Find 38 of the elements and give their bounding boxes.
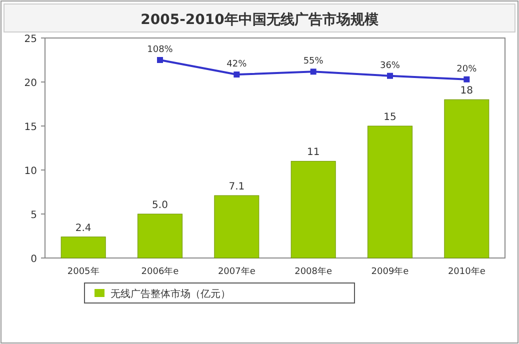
y-tick-label: 0 [30, 254, 37, 265]
data-label: 18 [460, 86, 474, 97]
y-tick-label: 15 [24, 122, 37, 133]
point [464, 76, 470, 82]
plot: 0 5 10 15 20 25 2005年 2006年e 2007年e 2008年e 2009年e 2010年e 2.4 5.0 7.1 11 15 18 108% 42% 55% 36% 20% [24, 34, 506, 277]
y-tick-label: 25 [24, 34, 37, 45]
legend-label: 无线广告整体市场（亿元） [110, 288, 230, 300]
y-tick-label: 10 [24, 166, 37, 177]
bar [60, 236, 106, 258]
data-label: 7.1 [228, 182, 245, 193]
bar [214, 195, 260, 258]
x-tick-label: 2008年e [294, 266, 333, 277]
x-tick-label: 2010年e [448, 266, 486, 277]
point [310, 68, 316, 75]
data-label: 2.4 [75, 222, 92, 234]
x-tick-label: 2006年e [141, 266, 180, 277]
bar [444, 99, 490, 258]
point [234, 72, 240, 78]
legend: 无线广告整体市场（亿元） [84, 282, 355, 304]
x-tick-label: 2007年e [218, 266, 256, 277]
data-label: 42% [226, 60, 248, 70]
chart-title: 2005-2010年中国无线广告市场规模 [140, 11, 380, 28]
bar [138, 214, 182, 258]
point [157, 57, 163, 63]
data-label: 11 [306, 147, 320, 158]
data-label: 5.0 [152, 200, 168, 211]
bar [290, 160, 336, 258]
data-label: 108% [147, 45, 174, 55]
y-tick-label: 5 [30, 210, 37, 221]
data-label: 36% [380, 60, 400, 71]
bar [368, 126, 412, 258]
data-label: 15 [384, 112, 396, 123]
x-tick-label: 2005年 [67, 266, 100, 277]
data-label: 20% [456, 64, 478, 74]
point [387, 72, 393, 79]
x-tick-label: 2009年e [371, 266, 410, 277]
y-tick-label: 20 [24, 78, 37, 89]
data-label: 55% [303, 56, 324, 67]
